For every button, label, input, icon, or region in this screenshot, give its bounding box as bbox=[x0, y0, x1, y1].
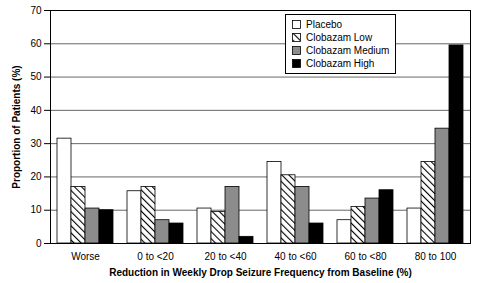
svg-text:70: 70 bbox=[30, 5, 42, 16]
svg-text:0 to <20: 0 to <20 bbox=[137, 251, 174, 262]
svg-text:Worse: Worse bbox=[71, 251, 100, 262]
svg-text:20: 20 bbox=[30, 171, 42, 182]
html-text:Clobazam Medium: Clobazam Medium bbox=[306, 45, 390, 56]
svg-text:80 to 100: 80 to 100 bbox=[415, 251, 457, 262]
html-text:Clobazam Low: Clobazam Low bbox=[306, 32, 373, 43]
svg-text:0: 0 bbox=[36, 238, 42, 249]
html-text:Placebo: Placebo bbox=[306, 19, 343, 30]
svg-text:Proportion of Patients (%): Proportion of Patients (%) bbox=[11, 65, 22, 188]
svg-text:30: 30 bbox=[30, 138, 42, 149]
svg-text:60 to <80: 60 to <80 bbox=[345, 251, 387, 262]
svg-text:40 to <60: 40 to <60 bbox=[275, 251, 317, 262]
svg-text:50: 50 bbox=[30, 71, 42, 82]
svg-text:40: 40 bbox=[30, 105, 42, 116]
svg-text:Reduction in Weekly Drop Seizu: Reduction in Weekly Drop Seizure Frequen… bbox=[109, 267, 412, 278]
svg-text:20 to <40: 20 to <40 bbox=[205, 251, 247, 262]
svg-text:60: 60 bbox=[30, 38, 42, 49]
html-text:Clobazam High: Clobazam High bbox=[306, 58, 375, 69]
svg-text:10: 10 bbox=[30, 204, 42, 215]
